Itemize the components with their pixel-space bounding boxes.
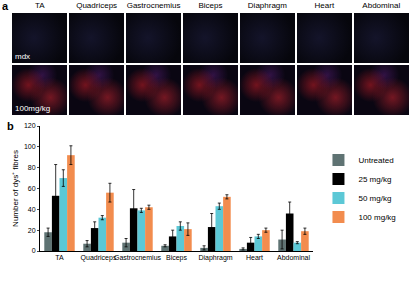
svg-text:Diaphragm: Diaphragm — [198, 254, 232, 262]
svg-text:TA: TA — [55, 254, 64, 261]
svg-text:b: b — [7, 120, 14, 132]
html-text:Gastrocnemius: Gastrocnemius — [126, 1, 181, 10]
svg-text:60: 60 — [28, 185, 36, 192]
svg-text:Quadriceps: Quadriceps — [81, 254, 117, 262]
svg-text:Gastrocnemius: Gastrocnemius — [114, 254, 162, 261]
svg-text:Biceps: Biceps — [166, 254, 188, 262]
svg-text:50 mg/kg: 50 mg/kg — [358, 194, 391, 203]
svg-text:40: 40 — [28, 206, 36, 213]
svg-text:120: 120 — [24, 122, 36, 129]
svg-text:20: 20 — [28, 227, 36, 234]
svg-text:100 mg/kg: 100 mg/kg — [358, 213, 395, 222]
html-text:mdx: mdx — [15, 52, 31, 61]
html-text:TA: TA — [34, 1, 45, 10]
svg-text:Heart: Heart — [246, 254, 263, 261]
html-text:Heart: Heart — [314, 1, 335, 10]
html-text:100mg/kg: 100mg/kg — [15, 104, 51, 113]
html-text:a: a — [2, 0, 9, 12]
html-text:Diaphragm: Diaphragm — [247, 1, 287, 10]
svg-text:25 mg/kg: 25 mg/kg — [358, 175, 391, 184]
svg-text:Number of dys⁺ fibres: Number of dys⁺ fibres — [11, 150, 20, 227]
svg-text:Untreated: Untreated — [358, 156, 393, 165]
html-text:Abdominal: Abdominal — [362, 1, 401, 10]
html-text:Biceps: Biceps — [198, 1, 223, 10]
svg-text:100: 100 — [24, 143, 36, 150]
html-text:Quadriceps: Quadriceps — [76, 1, 118, 10]
svg-text:80: 80 — [28, 164, 36, 171]
svg-text:Abdominal: Abdominal — [277, 254, 311, 261]
svg-text:0: 0 — [32, 247, 36, 254]
